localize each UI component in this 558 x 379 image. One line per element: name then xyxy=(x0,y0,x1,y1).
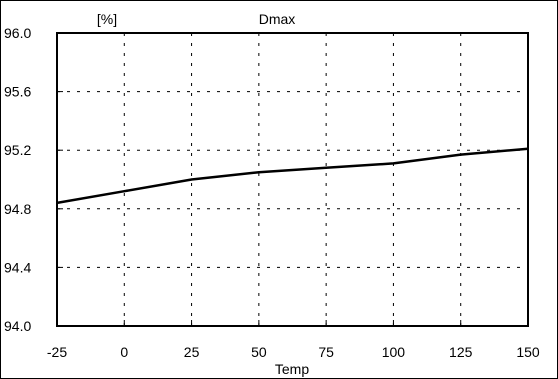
y-tick-label: 95.2 xyxy=(4,142,31,158)
x-tick-label: -25 xyxy=(47,344,67,360)
y-axis-label: [%] xyxy=(97,11,117,27)
grid-lines xyxy=(57,33,528,326)
x-tick-label: 50 xyxy=(251,344,267,360)
axis-ticks xyxy=(56,32,529,327)
y-tick-label: 94.4 xyxy=(4,259,31,275)
x-tick-label: 75 xyxy=(318,344,334,360)
series-layer xyxy=(56,147,529,205)
x-tick-label: 100 xyxy=(382,344,406,360)
y-tick-label: 96.0 xyxy=(4,25,31,41)
x-tick-label: 25 xyxy=(184,344,200,360)
chart-title: Dmax xyxy=(259,11,296,27)
y-tick-label: 95.6 xyxy=(4,84,31,100)
x-axis-label: Temp xyxy=(275,361,309,377)
x-tick-label: 125 xyxy=(449,344,473,360)
x-tick-label: 150 xyxy=(516,344,540,360)
tick-labels: -25 0 25 50 75 100 125 150 94.0 94.4 94.8 95.2 95.6 9… xyxy=(4,25,540,360)
y-tick-label: 94.0 xyxy=(4,318,31,334)
y-tick-label: 94.8 xyxy=(4,201,31,217)
x-tick-label: 0 xyxy=(120,344,128,360)
plot-area xyxy=(56,32,529,327)
series-line xyxy=(56,147,529,205)
